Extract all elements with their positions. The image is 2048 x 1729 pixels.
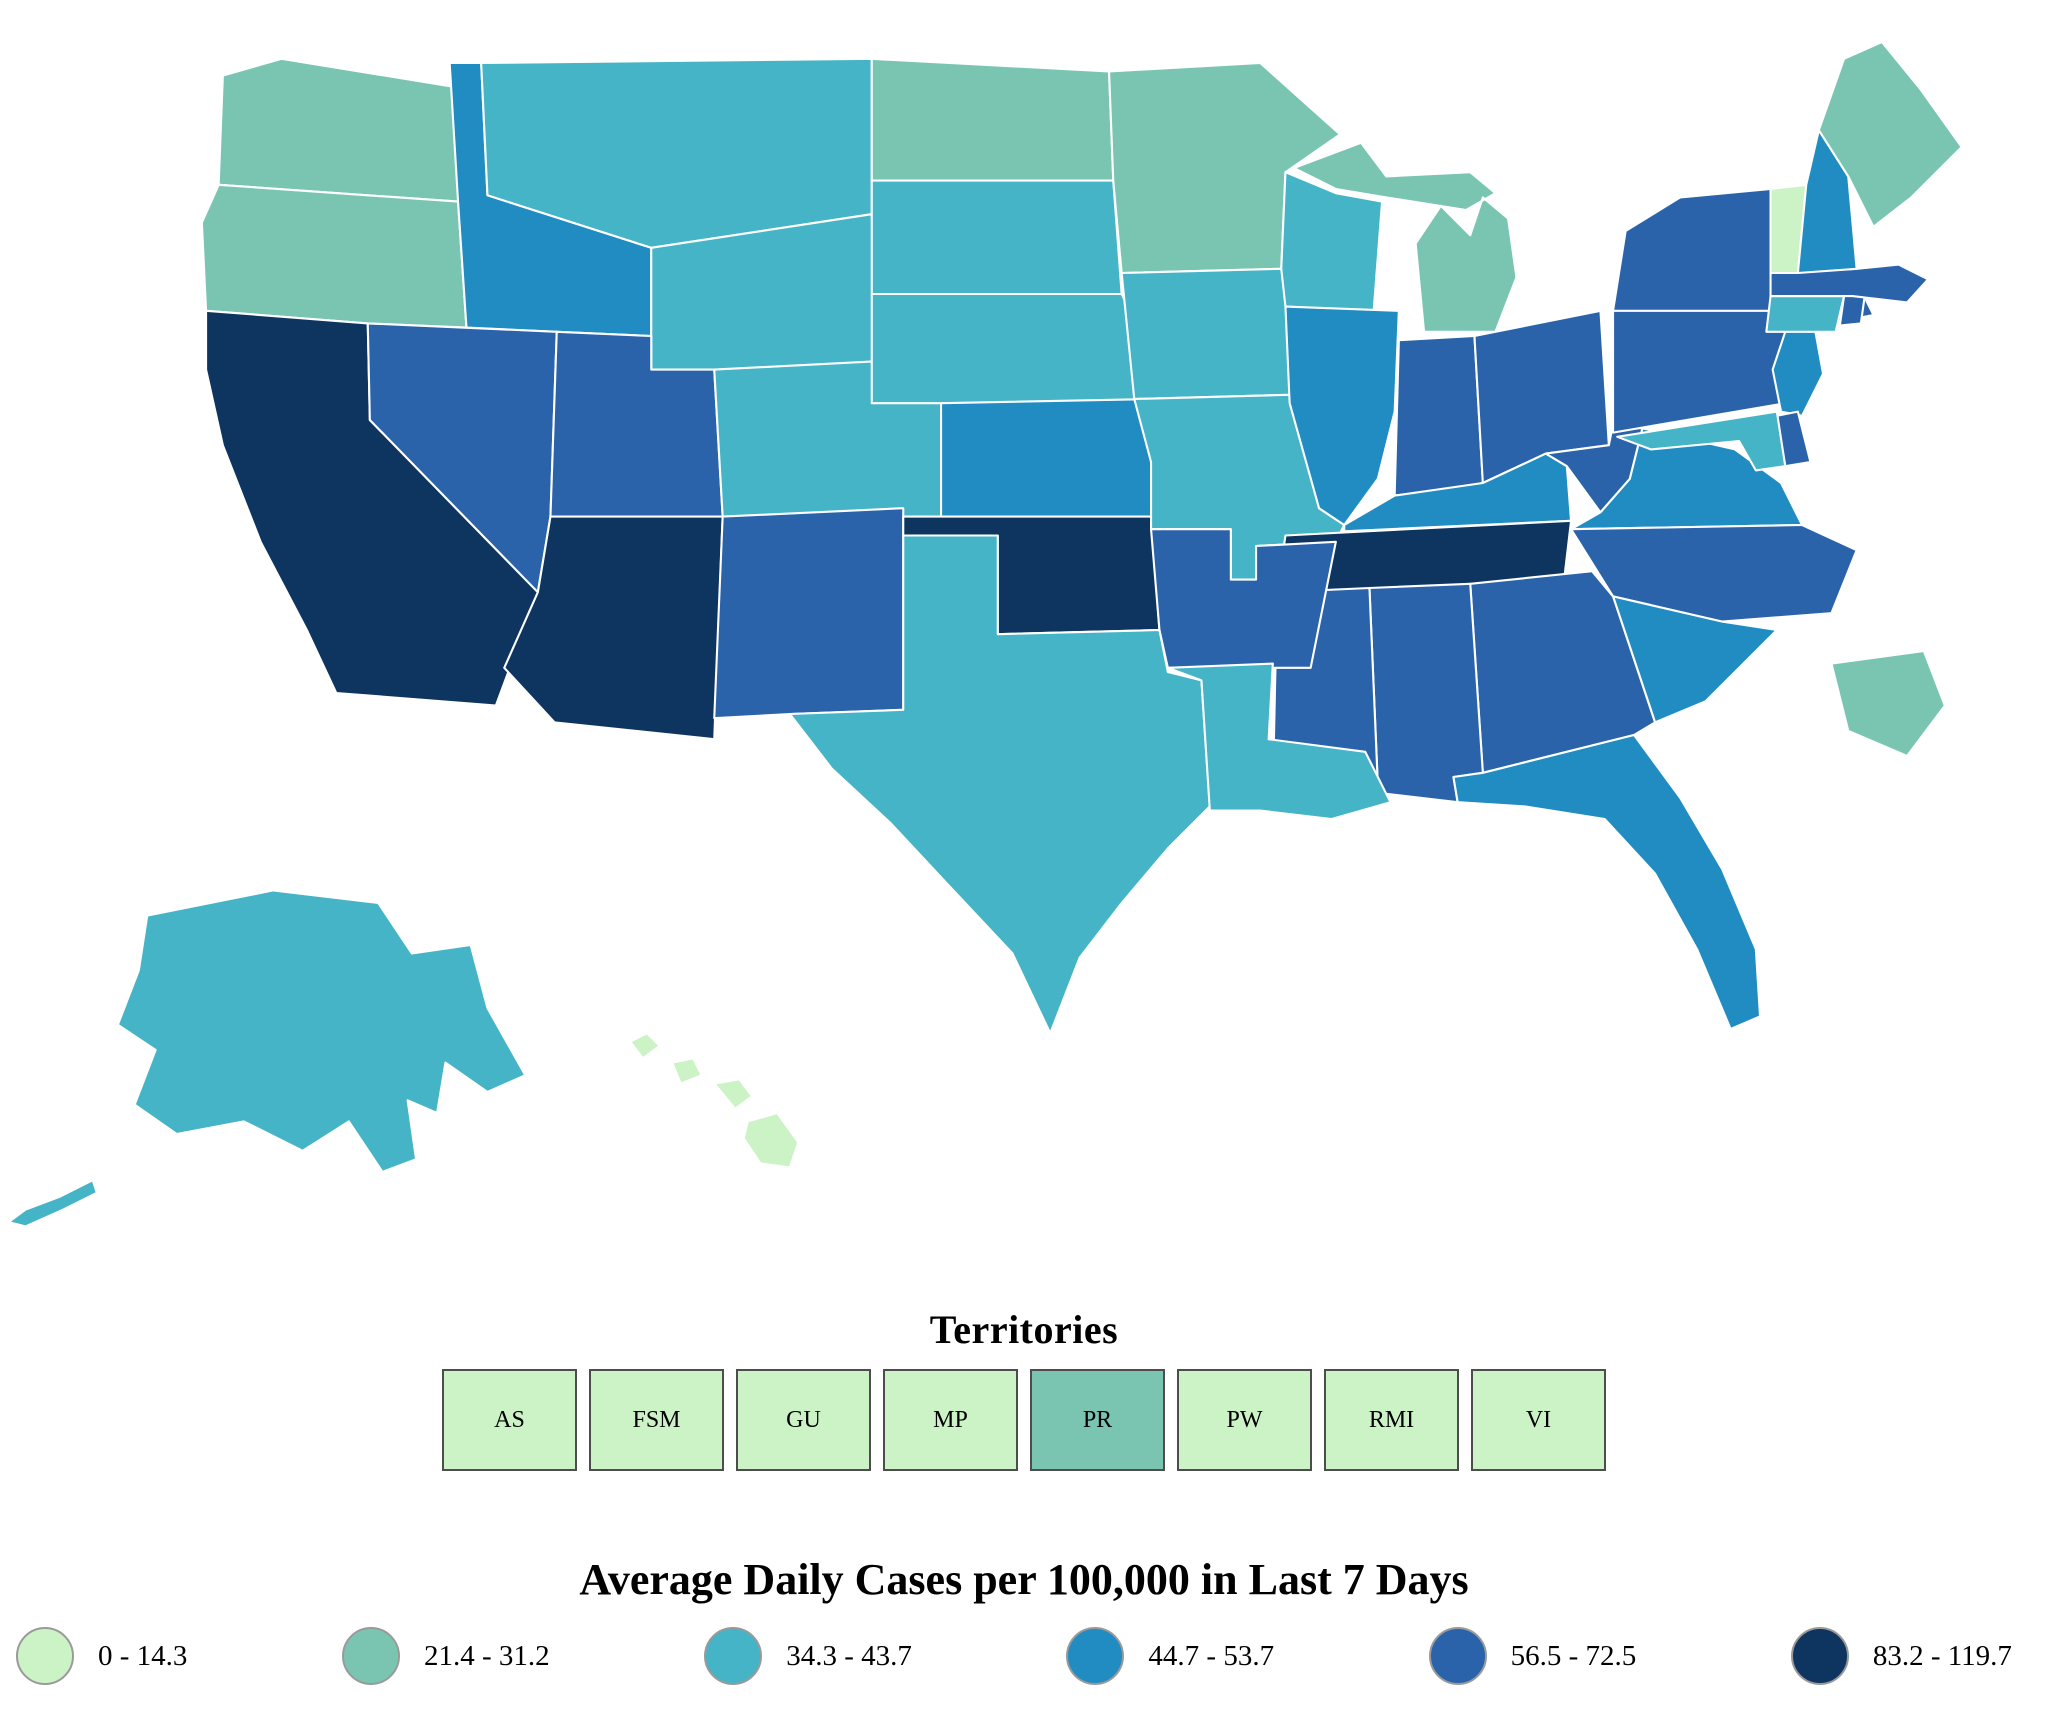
legend-swatch-icon [1790, 1627, 1849, 1685]
legend-item: 56.5 - 72.5 [1428, 1627, 1637, 1685]
legend-item: 83.2 - 119.7 [1790, 1627, 2012, 1685]
state-PR[interactable] [1830, 649, 1946, 758]
legend-row: 0 - 14.3 21.4 - 31.2 34.3 - 43.7 44.7 - … [0, 1627, 2048, 1685]
legend-swatch-icon [1066, 1627, 1125, 1685]
us-map-section [7, 40, 1963, 1228]
legend-swatch-icon [1428, 1627, 1487, 1685]
legend-swatch-icon [16, 1627, 74, 1685]
state-IN[interactable] [1393, 334, 1484, 497]
state-RI[interactable] [1838, 292, 1867, 327]
territories-section: Territories AS FSM GU MP PR PW RMI VI [0, 1307, 2048, 1471]
states-group [7, 40, 1963, 1228]
state-TX[interactable] [788, 534, 1211, 1035]
territory-box-PW[interactable]: PW [1177, 1369, 1312, 1471]
state-MA[interactable] [1769, 263, 1930, 304]
legend-item: 44.7 - 53.7 [1066, 1627, 1274, 1685]
state-OR[interactable] [200, 183, 468, 329]
state-LA[interactable] [1166, 662, 1392, 821]
state-MI[interactable] [1292, 141, 1518, 333]
state-CT[interactable] [1765, 295, 1846, 333]
legend-label: 83.2 - 119.7 [1872, 1639, 2012, 1672]
legend-item: 34.3 - 43.7 [704, 1627, 912, 1685]
legend-label: 34.3 - 43.7 [786, 1639, 912, 1672]
state-MD[interactable] [1616, 410, 1787, 472]
territory-box-GU[interactable]: GU [736, 1369, 871, 1471]
state-AL[interactable] [1368, 582, 1484, 804]
state-NE[interactable] [870, 292, 1169, 405]
legend-section: Average Daily Cases per 100,000 in Last … [0, 1555, 2048, 1685]
territory-box-AS[interactable]: AS [442, 1369, 577, 1471]
territory-box-RMI[interactable]: RMI [1324, 1369, 1459, 1471]
legend-label: 21.4 - 31.2 [423, 1639, 550, 1672]
territories-row: AS FSM GU MP PR PW RMI VI [0, 1369, 2048, 1471]
territory-box-FSM[interactable]: FSM [589, 1369, 724, 1471]
legend-item: 0 - 14.3 [16, 1627, 187, 1685]
state-WA[interactable] [217, 57, 464, 203]
state-NM[interactable] [713, 507, 905, 720]
state-AK[interactable] [7, 889, 527, 1228]
legend-swatch-icon [704, 1627, 763, 1685]
legend-title: Average Daily Cases per 100,000 in Last … [579, 1555, 1469, 1604]
legend-label: 44.7 - 53.7 [1148, 1639, 1275, 1672]
state-HI[interactable] [629, 1032, 800, 1169]
state-ME[interactable] [1817, 40, 1963, 228]
territory-box-VI[interactable]: VI [1471, 1369, 1606, 1471]
state-NH[interactable] [1796, 129, 1858, 275]
legend-label: 56.5 - 72.5 [1510, 1639, 1637, 1672]
state-KS[interactable] [940, 397, 1153, 518]
territory-box-PR[interactable]: PR [1030, 1369, 1165, 1471]
state-ND[interactable] [870, 57, 1115, 182]
us-choropleth-map [7, 40, 1963, 1228]
state-FL[interactable] [1452, 733, 1762, 1031]
legend-item: 21.4 - 31.2 [341, 1627, 550, 1685]
territories-title: Territories [929, 1307, 1119, 1352]
state-SD[interactable] [870, 179, 1123, 296]
territory-box-MP[interactable]: MP [883, 1369, 1018, 1471]
legend-label: 0 - 14.3 [98, 1639, 188, 1672]
state-IA[interactable] [1120, 267, 1312, 401]
legend-swatch-icon [341, 1627, 400, 1685]
state-IL[interactable] [1284, 305, 1400, 527]
state-AR[interactable] [1150, 528, 1337, 669]
